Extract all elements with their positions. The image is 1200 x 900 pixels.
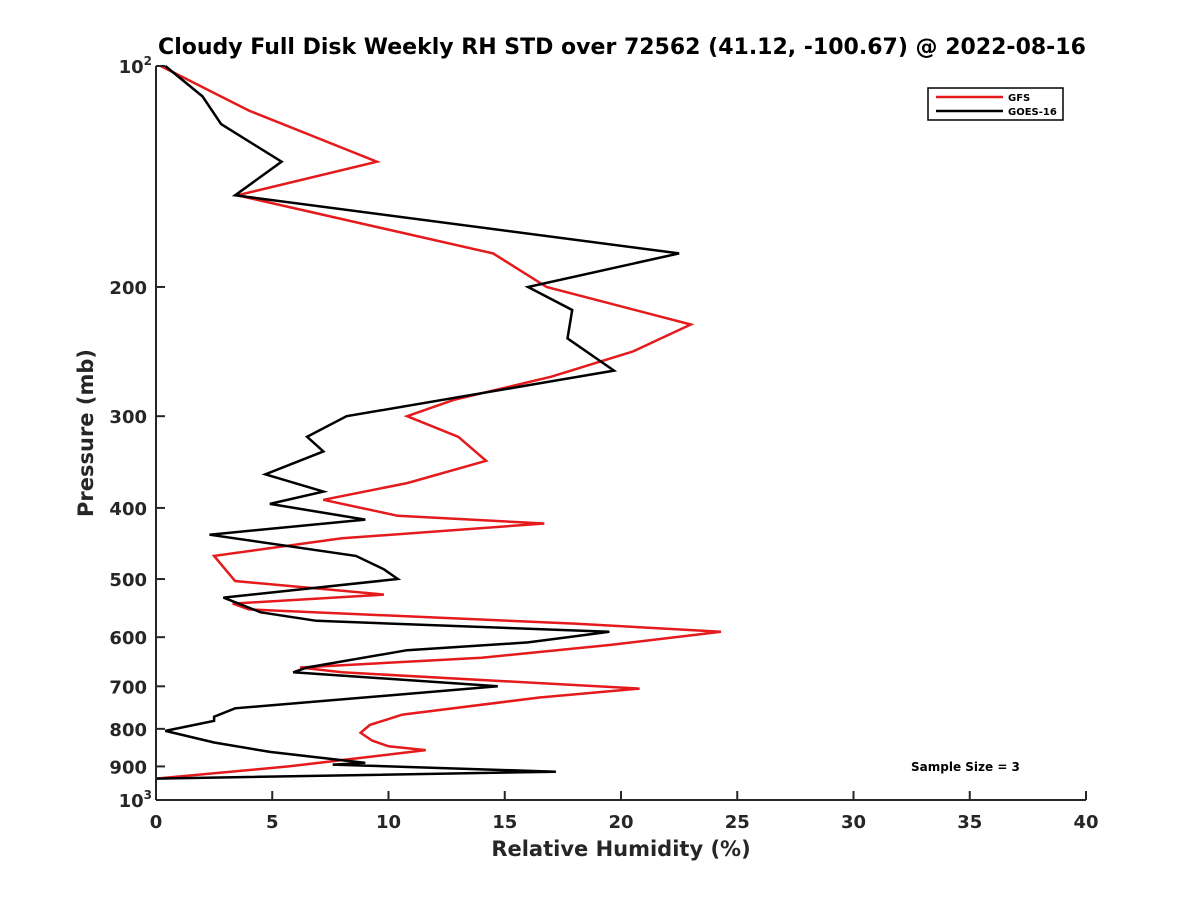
x-tick-label: 15 [492, 812, 517, 833]
x-tick-label: 40 [1073, 812, 1098, 833]
legend-box [927, 87, 1064, 121]
y-tick-label: 102 [119, 54, 152, 78]
y-tick-label: 300 [109, 407, 147, 428]
y-tick-label: 800 [109, 720, 147, 741]
series-line-goes-16 [155, 65, 680, 780]
y-tick-label: 200 [109, 278, 147, 299]
x-tick-label: 0 [150, 812, 163, 833]
y-tick-label: 400 [109, 499, 147, 520]
x-tick-label: 25 [725, 812, 750, 833]
plot-area: 0 5 10 15 20 25 30 35 40 102 200 300 400 500 600 700 80… [109, 54, 1098, 833]
y-tick-label: 600 [109, 628, 147, 649]
x-tick-label: 30 [841, 812, 866, 833]
y-tick-label: 103 [119, 788, 152, 812]
x-axis-label: Relative Humidity (%) [491, 837, 750, 861]
y-axis-label: Pressure (mb) [74, 349, 98, 517]
sample-size-annotation: Sample Size = 3 [911, 760, 1020, 774]
y-ticks: 102 200 300 400 500 600 700 800 900 103 [109, 54, 165, 812]
legend-entry-goes-16: GOES-16 [1008, 107, 1057, 118]
chart-title: Cloudy Full Disk Weekly RH STD over 7256… [158, 35, 1086, 60]
y-tick-label: 700 [109, 677, 147, 698]
legend-entry-gfs: GFS [1008, 93, 1030, 104]
x-tick-label: 10 [376, 812, 401, 833]
x-tick-label: 5 [266, 812, 279, 833]
series-layer [155, 64, 722, 780]
legend: GFS GOES-16 [927, 87, 1064, 121]
series-line-gfs [155, 64, 722, 780]
x-tick-label: 35 [957, 812, 982, 833]
y-tick-label: 500 [109, 570, 147, 591]
x-tick-label: 20 [608, 812, 633, 833]
x-ticks: 0 5 10 15 20 25 30 35 40 [150, 791, 1099, 833]
y-tick-label: 900 [109, 757, 147, 778]
